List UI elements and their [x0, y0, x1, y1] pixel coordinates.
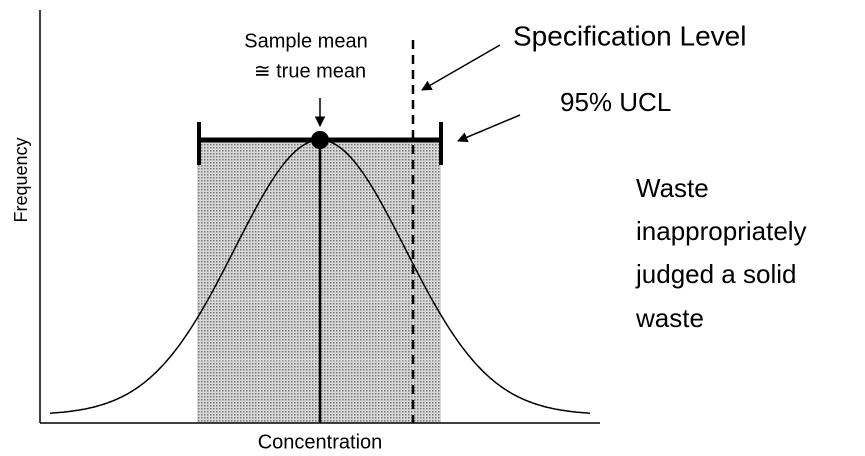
axis-label: Frequency — [11, 137, 31, 222]
arrow — [421, 44, 501, 91]
note-line: inappropriately — [636, 216, 807, 246]
label: Sample mean — [244, 30, 367, 52]
note-line: judged a solid — [635, 259, 796, 289]
note-line: waste — [635, 303, 704, 333]
label: Specification Level — [513, 20, 746, 51]
note-line: Waste — [636, 173, 709, 203]
label: 95% UCL — [560, 87, 671, 117]
mean-dot — [311, 131, 329, 149]
axis-label: Concentration — [258, 431, 383, 453]
label: ≅ true mean — [254, 60, 366, 82]
arrow — [457, 114, 521, 143]
